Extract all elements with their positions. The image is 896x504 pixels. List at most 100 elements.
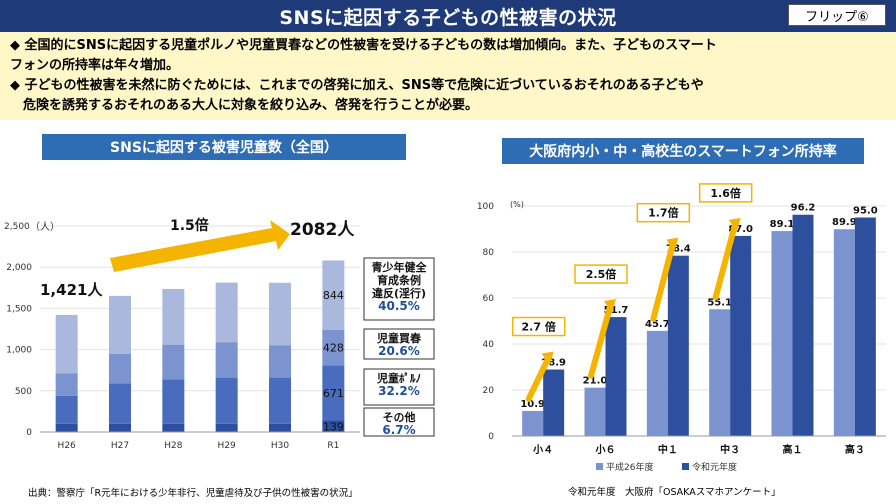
bar-value-label: 21.0 [583, 376, 608, 387]
bar [833, 229, 855, 436]
bar-segment [322, 329, 345, 366]
first-value-label: 1,421人 [40, 281, 103, 299]
bar [522, 410, 544, 436]
bar-segment [109, 383, 131, 424]
ratio-callout: 2.5倍 [574, 264, 628, 379]
bar-segment [162, 288, 185, 345]
bar [730, 235, 752, 436]
ratio-arrowhead [604, 299, 616, 314]
callout-percent: 6.7% [382, 423, 415, 437]
bar-segment [269, 282, 291, 346]
bar-value-label: 10.9 [520, 399, 545, 410]
bar-segment [109, 353, 131, 384]
summary-line: ◆ 子どもの性被害を未然に防ぐためには、これまでの啓発に加え、SNS等で危険に近… [10, 78, 704, 93]
last-value-label: 2082人 [290, 220, 355, 240]
callout-percent: 32.2% [378, 384, 420, 398]
bar [584, 387, 606, 436]
x-tick-label: H26 [58, 441, 76, 451]
flip-badge: フリップ⑥ [788, 4, 886, 26]
ratio-callout: 1.6倍 [698, 183, 753, 301]
bar-segment [269, 345, 291, 378]
left-source-note: 出典：警察庁「R元年における少年非行、児童虐待及び子供の性被害の状況」 [28, 488, 358, 499]
callout-label: 育成条例 [377, 273, 421, 287]
segment-label: 428 [323, 342, 344, 355]
ratio-arrow [588, 304, 613, 379]
right-chart-heading: 大阪府内小・中・高校生のスマートフォン所持率 [502, 138, 864, 164]
bar-segment [162, 379, 185, 424]
y-tick-label: 2,000 [6, 263, 32, 273]
legend-label: 平成26年度 [606, 461, 653, 473]
summary-line: フォンの所持率は年々増加。 [10, 58, 180, 73]
callout-percent: 20.6% [378, 344, 420, 358]
callout-label: 青少年健全 [372, 260, 428, 274]
bar-value-label: 78.4 [666, 244, 691, 255]
bar [667, 255, 689, 436]
bar [646, 330, 668, 436]
ratio-callout: 2.7 倍 [511, 316, 566, 402]
ratio-arrowhead [666, 237, 679, 252]
left-unit-label: （人） [30, 221, 60, 233]
segment-label: 671 [323, 387, 344, 400]
smartphone-chart: 10.9 28.9 21.0 51.7 45.7 78.4 55.1 87.0 89.1 96.2… [477, 183, 886, 473]
growth-arrow [110, 220, 290, 272]
x-tick-label: H29 [218, 441, 236, 451]
bar-segment [55, 423, 78, 432]
y-tick-label: 500 [15, 387, 32, 397]
x-tick-label: 高３ [845, 443, 865, 456]
ratio-label: 1.6倍 [710, 186, 741, 200]
bar-value-label: 89.9 [832, 217, 857, 228]
bar-segment [322, 260, 345, 330]
summary-line: 危険を誘発するおそれのある大人に対象を絞り込み、啓発を行うことが必要。 [10, 98, 479, 113]
ratio-box [636, 202, 691, 223]
bar-segment [109, 295, 131, 354]
bar-value-label: 89.1 [770, 219, 795, 230]
victims-chart: 139 671 428 844 0 500 1,000 1,500 2,000 2,500 H26… [4, 217, 435, 451]
bar [792, 214, 814, 436]
bar-segment [269, 377, 291, 424]
x-tick-label: H28 [164, 441, 182, 451]
legend-swatch [682, 463, 689, 470]
y-tick-label: 60 [483, 294, 495, 304]
bar-segment [215, 377, 238, 424]
bar-value-label: 55.1 [707, 297, 732, 308]
bar-segment [322, 420, 345, 432]
ratio-label: 2.5倍 [586, 267, 617, 281]
x-tick-label: 高１ [783, 443, 803, 456]
right-source-note: 令和元年度 大阪府「OSAKAスマホアンケート」 [568, 487, 781, 498]
bar [709, 309, 731, 436]
x-tick-label: R1 [327, 441, 339, 451]
left-chart-heading: SNSに起因する被害児童数（全国） [42, 134, 406, 160]
callout-box [363, 407, 435, 437]
legend-label: 令和元年度 [692, 461, 737, 473]
y-tick-label: 0 [488, 432, 494, 442]
segment-label: 139 [323, 420, 344, 433]
y-tick-label: 80 [483, 248, 495, 258]
x-tick-label: 中１ [658, 443, 678, 456]
y-tick-label: 40 [483, 340, 495, 350]
x-tick-label: H30 [271, 441, 289, 451]
x-tick-label: 小６ [595, 443, 616, 456]
callout-box [363, 368, 435, 406]
callout-label: その他 [383, 410, 416, 424]
y-tick-label: 0 [26, 428, 32, 438]
growth-label: 1.5倍 [170, 217, 209, 234]
title-bar: SNSに起因する子どもの性被害の状況 [0, 0, 896, 32]
ratio-callout: 1.7倍 [636, 202, 691, 322]
y-tick-label: 1,000 [6, 346, 32, 356]
bar-segment [55, 373, 78, 396]
bar-segment [215, 423, 238, 432]
bar-value-label: 95.0 [853, 206, 878, 217]
bar-value-label: 87.0 [728, 224, 753, 235]
bar [543, 369, 565, 436]
bar [605, 317, 627, 436]
bar-segment [162, 423, 185, 432]
summary-panel: ◆ 全国的にSNSに起因する児童ポルノや児童買春などの性被害を受ける子どもの数は… [0, 32, 896, 120]
right-unit-label: (%) [510, 200, 524, 209]
bar-segment [55, 395, 78, 424]
bar-segment [322, 365, 345, 421]
ratio-box [698, 183, 753, 203]
bar-segment [269, 423, 291, 432]
ratio-box [511, 316, 566, 337]
